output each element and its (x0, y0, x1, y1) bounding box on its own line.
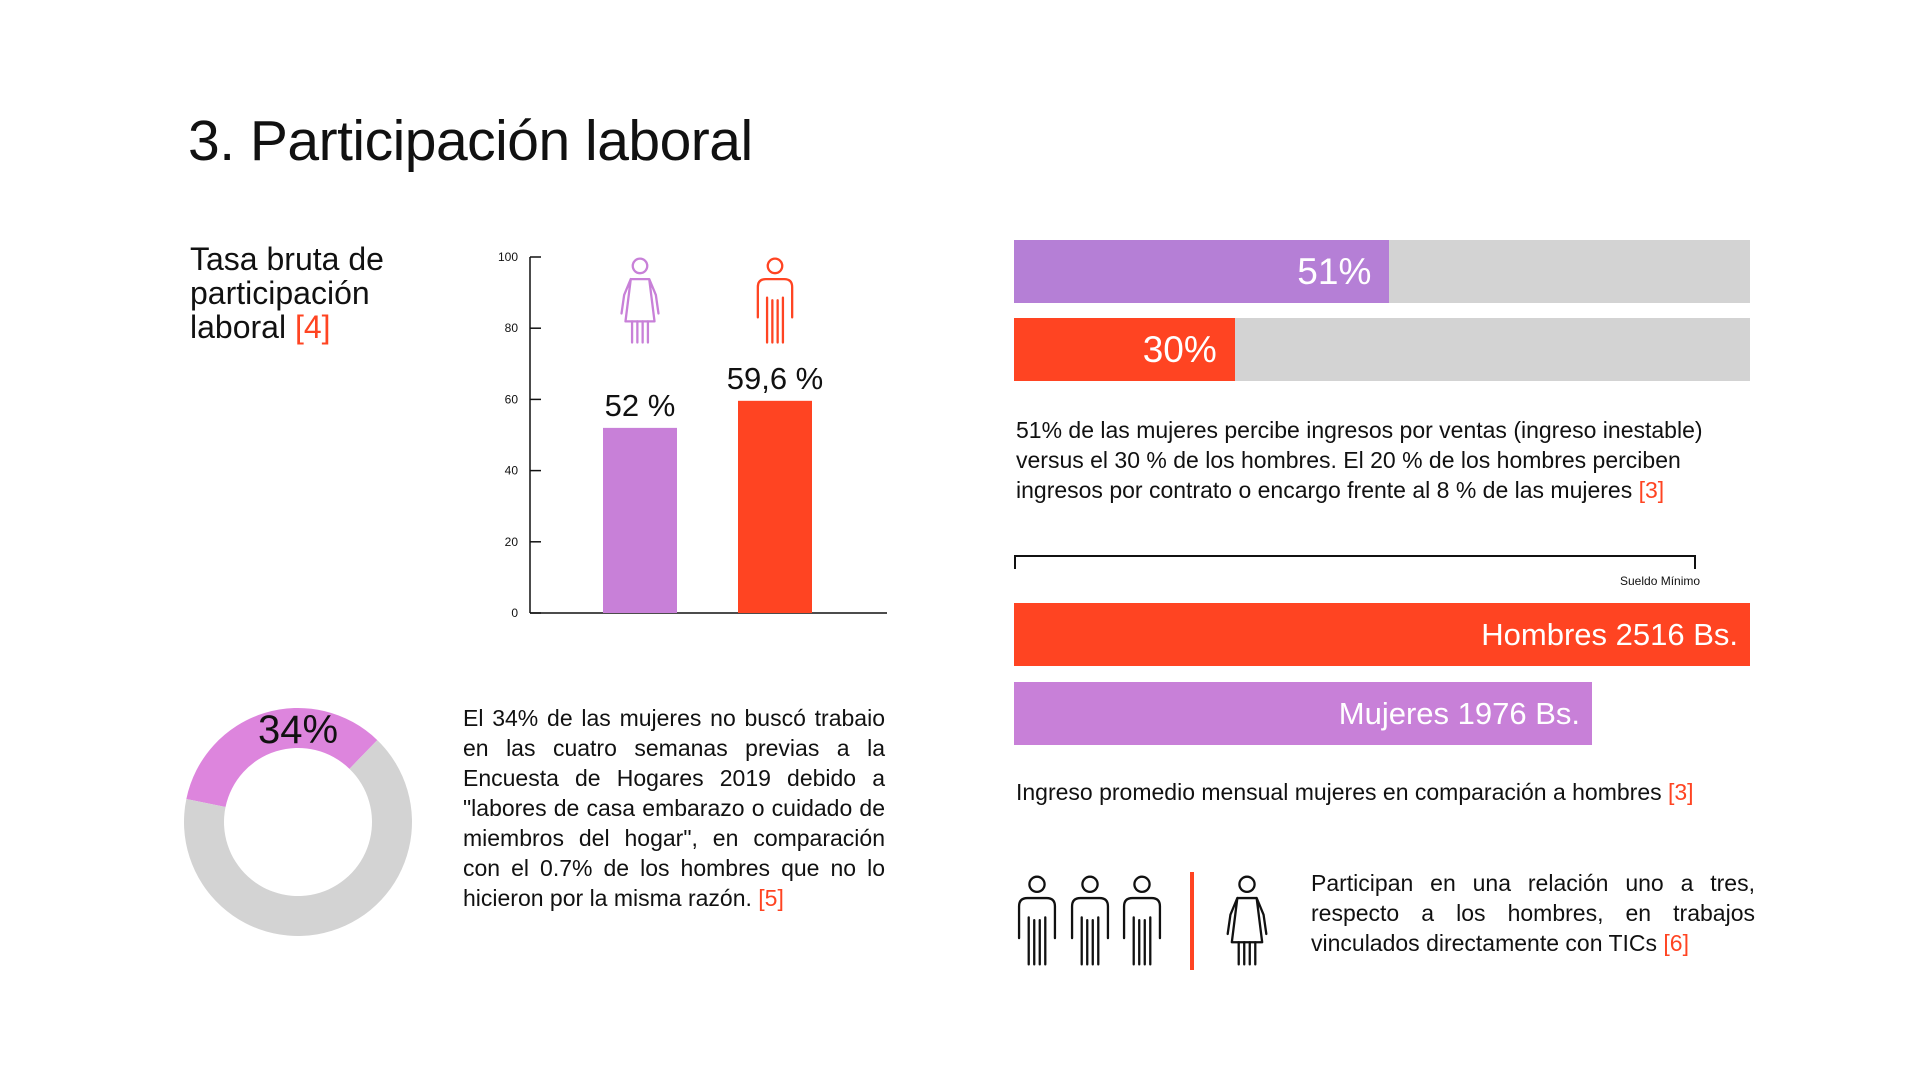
minimum-wage-label: Sueldo Mínimo (1620, 574, 1701, 588)
tics-body: Participan en una relación uno a tres, r… (1311, 870, 1755, 956)
y-tick-label: 0 (511, 606, 518, 620)
donut-chart (183, 707, 412, 936)
wage-caption-ref: [3] (1668, 779, 1694, 805)
sales-bar-men: 30% (1014, 318, 1750, 381)
wage-caption-text: Ingreso promedio mensual mujeres en comp… (1016, 779, 1662, 805)
tics-ref: [6] (1663, 930, 1689, 956)
bar-mujeres (603, 427, 677, 613)
participation-title-text: Tasa bruta de participación laboral (190, 241, 384, 345)
man-icon (1017, 875, 1057, 966)
donut-center-label: 34% (257, 708, 339, 752)
participation-bar-chart: 0 20 40 60 80 100 52 % 59,6 % (498, 250, 887, 620)
participation-ref: [4] (294, 309, 331, 345)
sales-income-ref: [3] (1638, 477, 1665, 503)
woman-icon (1226, 875, 1268, 966)
bar-icons (620, 257, 794, 344)
tics-text: Participan en una relación uno a tres, r… (1311, 868, 1755, 958)
page-title: 3. Participación laboral (188, 109, 753, 173)
bar-value-labels: 52 % 59,6 % (605, 361, 824, 423)
no-search-body: El 34% de las mujeres no buscó trabaio e… (463, 705, 885, 911)
bar-hombres (738, 400, 812, 613)
no-search-text: El 34% de las mujeres no buscó trabaio e… (463, 703, 885, 913)
bar-value-label: 59,6 % (727, 361, 824, 396)
man-icon (1122, 875, 1162, 966)
sales-bar-women: 51% (1014, 240, 1750, 303)
minimum-wage-bracket (1014, 555, 1696, 569)
no-search-ref: [5] (758, 885, 784, 911)
y-tick-label: 40 (505, 464, 519, 478)
wage-bar-men: Hombres 2516 Bs. (1014, 603, 1750, 666)
woman-icon (620, 257, 660, 344)
man-icon (756, 257, 794, 344)
bars (603, 400, 812, 613)
y-tick-label: 80 (505, 321, 519, 335)
sales-bar-women-label: 51% (1297, 250, 1372, 292)
tics-icons (1017, 872, 1268, 970)
sales-income-body: 51% de las mujeres percibe ingresos por … (1016, 417, 1703, 503)
wage-bar-women: Mujeres 1976 Bs. (1014, 682, 1593, 745)
wage-caption: Ingreso promedio mensual mujeres en comp… (1016, 777, 1776, 807)
y-tick-label: 20 (505, 535, 519, 549)
participation-chart-title: Tasa bruta de participación laboral [4] (190, 242, 450, 344)
bar-value-label: 52 % (605, 388, 676, 423)
donut-slice (183, 740, 412, 936)
y-tick-label: 60 (505, 392, 519, 406)
sales-bar-men-fill (1014, 318, 1235, 381)
sales-bar-men-label: 30% (1142, 328, 1217, 370)
man-icon (1070, 875, 1110, 966)
y-ticks: 0 20 40 60 80 100 (498, 250, 541, 620)
sales-bar-women-fill (1014, 240, 1390, 303)
chart-axes (529, 257, 887, 614)
sales-income-text: 51% de las mujeres percibe ingresos por … (1016, 415, 1756, 505)
tics-divider (1190, 872, 1194, 970)
donut-slice (186, 707, 378, 808)
y-tick-label: 100 (498, 250, 518, 264)
